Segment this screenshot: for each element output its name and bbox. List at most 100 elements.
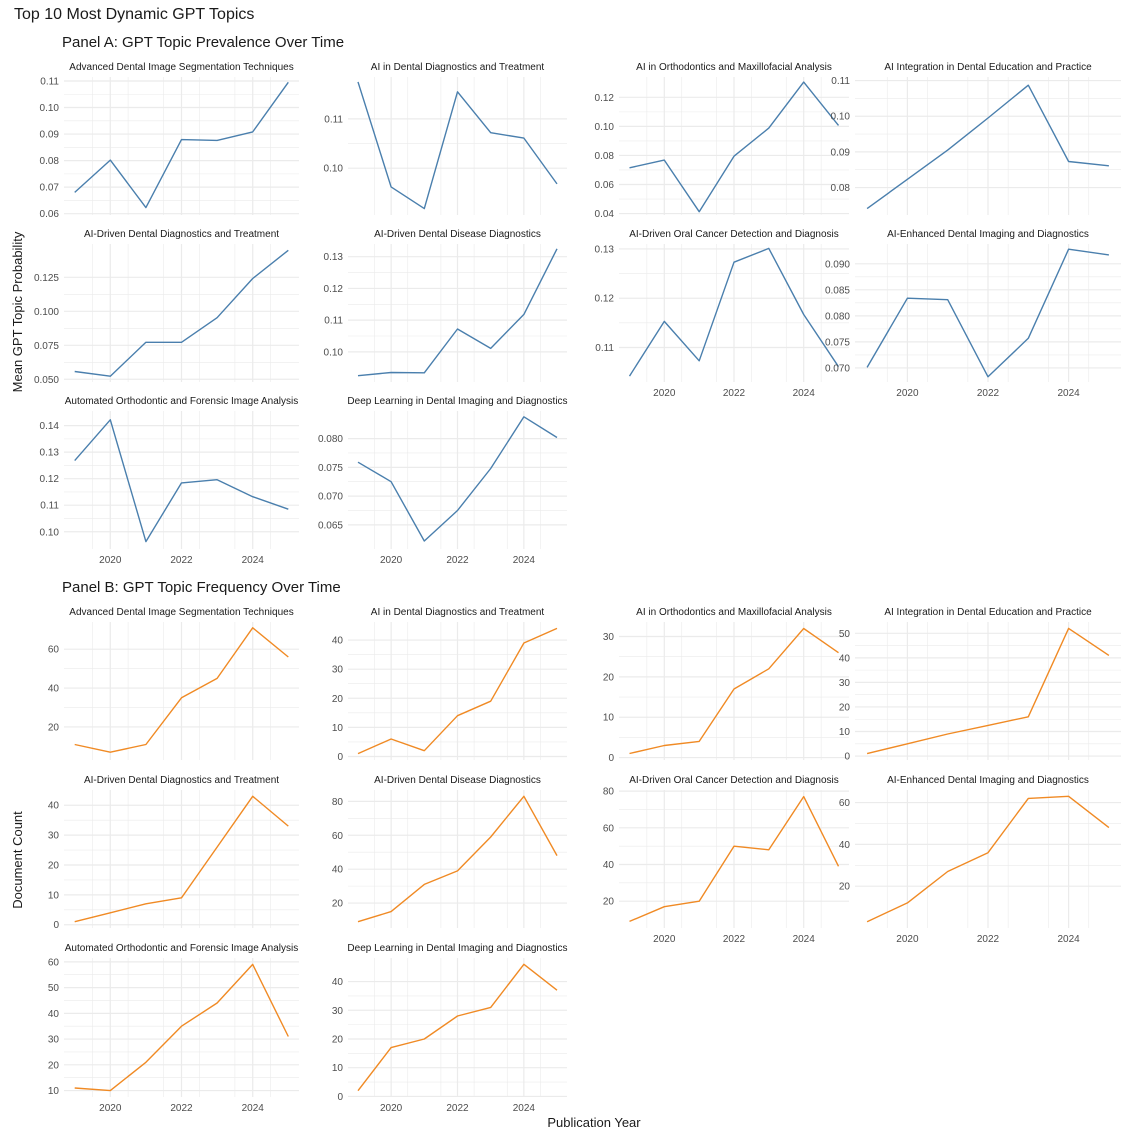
facet-b-9: Automated Orthodontic and Forensic Image… [48, 943, 299, 1114]
y-tick-label: 40 [332, 977, 344, 988]
y-tick-label: 0.13 [40, 448, 60, 459]
y-tick-label: 10 [48, 890, 60, 901]
y-tick-label: 20 [332, 1034, 344, 1045]
y-tick-label: 60 [603, 823, 615, 834]
y-tick-label: 0.10 [831, 112, 851, 123]
facet-b-6: AI-Driven Dental Disease Diagnostics 20 40… [332, 775, 567, 928]
y-tick-label: 0.11 [595, 343, 614, 354]
panel-a-title: Panel A: GPT Topic Prevalence Over Time [62, 34, 344, 51]
x-tick-label: 2024 [242, 555, 265, 566]
y-tick-label: 60 [839, 798, 851, 809]
series-line [629, 81, 840, 213]
y-tick-label: 0.075 [318, 463, 343, 474]
y-tick-label: 0.14 [40, 421, 60, 432]
series-line [357, 795, 558, 923]
y-tick-label: 30 [48, 1035, 60, 1046]
y-tick-label: 40 [48, 1009, 60, 1020]
facet-a-4: AI Integration in Dental Education and P… [831, 62, 1121, 215]
y-tick-label: 0.12 [595, 93, 615, 104]
y-tick-label: 0.10 [595, 122, 615, 133]
series-line [357, 963, 558, 1092]
y-tick-label: 10 [48, 1086, 60, 1097]
panel-b: Advanced Dental Image Segmentation Techn… [48, 607, 1121, 1114]
y-tick-label: 0.080 [318, 434, 343, 445]
y-tick-label: 0.12 [595, 294, 615, 305]
y-tick-label: 20 [839, 702, 851, 713]
y-tick-label: 60 [48, 957, 60, 968]
facet-title: Automated Orthodontic and Forensic Image… [65, 396, 298, 407]
y-tick-label: 10 [332, 1063, 344, 1074]
y-tick-label: 0.09 [40, 130, 60, 141]
y-tick-label: 40 [839, 653, 851, 664]
y-tick-label: 0.13 [324, 252, 344, 263]
y-tick-label: 0.09 [831, 147, 851, 158]
y-tick-label: 0.12 [40, 474, 60, 485]
facet-grid: Advanced Dental Image Segmentation Techn… [34, 62, 1121, 1114]
facet-title: AI in Dental Diagnostics and Treatment [371, 62, 545, 73]
y-tick-label: 40 [332, 636, 344, 647]
y-tick-label: 0.075 [34, 341, 59, 352]
y-tick-label: 0.11 [324, 316, 343, 327]
y-tick-label: 50 [48, 983, 60, 994]
facet-b-10: Deep Learning in Dental Imaging and Diag… [332, 943, 568, 1114]
x-tick-label: 2022 [723, 934, 746, 945]
y-tick-label: 0.11 [324, 114, 343, 125]
y-tick-label: 0.075 [825, 337, 850, 348]
series-line [74, 627, 289, 753]
series-line [357, 81, 558, 210]
x-tick-label: 2020 [653, 934, 676, 945]
y-tick-label: 20 [603, 672, 615, 683]
x-tick-label: 2022 [170, 1103, 193, 1114]
series-line [866, 627, 1110, 755]
y-tick-label: 40 [603, 860, 615, 871]
x-tick-label: 2020 [896, 934, 919, 945]
x-tick-label: 2024 [793, 934, 816, 945]
x-tick-label: 2020 [380, 1103, 403, 1114]
series-line [357, 248, 558, 377]
y-tick-label: 60 [48, 645, 60, 656]
series-line [74, 795, 289, 923]
facet-title: AI-Driven Oral Cancer Detection and Diag… [629, 229, 839, 240]
facet-title: Automated Orthodontic and Forensic Image… [65, 943, 298, 954]
y-tick-label: 0.08 [40, 156, 60, 167]
y-tick-label: 20 [48, 1060, 60, 1071]
y-tick-label: 30 [839, 678, 851, 689]
y-tick-label: 40 [48, 684, 60, 695]
facet-a-1: Advanced Dental Image Segmentation Techn… [40, 62, 299, 220]
facet-b-7: AI-Driven Oral Cancer Detection and Diag… [603, 775, 849, 945]
x-tick-label: 2024 [242, 1103, 265, 1114]
x-tick-label: 2022 [977, 934, 1000, 945]
series-line [629, 627, 839, 755]
series-line [74, 963, 289, 1092]
y-tick-label: 0.065 [318, 520, 343, 531]
y-tick-label: 0.070 [825, 363, 850, 374]
x-tick-label: 2022 [977, 388, 1000, 399]
panel-a: Advanced Dental Image Segmentation Techn… [34, 62, 1121, 566]
series-line [357, 627, 558, 755]
y-tick-label: 0.100 [34, 307, 59, 318]
facet-title: AI Integration in Dental Education and P… [884, 607, 1092, 618]
facet-b-3: AI in Orthodontics and Maxillofacial Ana… [603, 607, 849, 764]
facet-title: AI-Enhanced Dental Imaging and Diagnosti… [887, 229, 1089, 240]
series-line [866, 84, 1109, 210]
y-tick-label: 40 [839, 840, 851, 851]
y-tick-label: 0.06 [595, 180, 615, 191]
facet-title: AI-Driven Dental Disease Diagnostics [374, 229, 541, 240]
y-tick-label: 20 [48, 860, 60, 871]
panel-b-title: Panel B: GPT Topic Frequency Over Time [62, 579, 341, 596]
facet-title: AI-Enhanced Dental Imaging and Diagnosti… [887, 775, 1089, 786]
figure-title: Top 10 Most Dynamic GPT Topics [14, 6, 254, 23]
facet-title: Deep Learning in Dental Imaging and Diag… [347, 943, 567, 954]
y-tick-label: 30 [48, 831, 60, 842]
y-tick-label: 0 [53, 920, 59, 931]
series-line [74, 249, 289, 377]
y-tick-label: 30 [603, 632, 615, 643]
y-tick-label: 20 [332, 694, 344, 705]
facet-title: AI-Driven Dental Diagnostics and Treatme… [84, 229, 279, 240]
facet-b-8: AI-Enhanced Dental Imaging and Diagnosti… [839, 775, 1121, 945]
facet-b-5: AI-Driven Dental Diagnostics and Treatme… [48, 775, 299, 931]
x-tick-label: 2020 [99, 1103, 122, 1114]
y-tick-label: 0.10 [40, 103, 60, 114]
x-tick-label: 2024 [513, 555, 536, 566]
